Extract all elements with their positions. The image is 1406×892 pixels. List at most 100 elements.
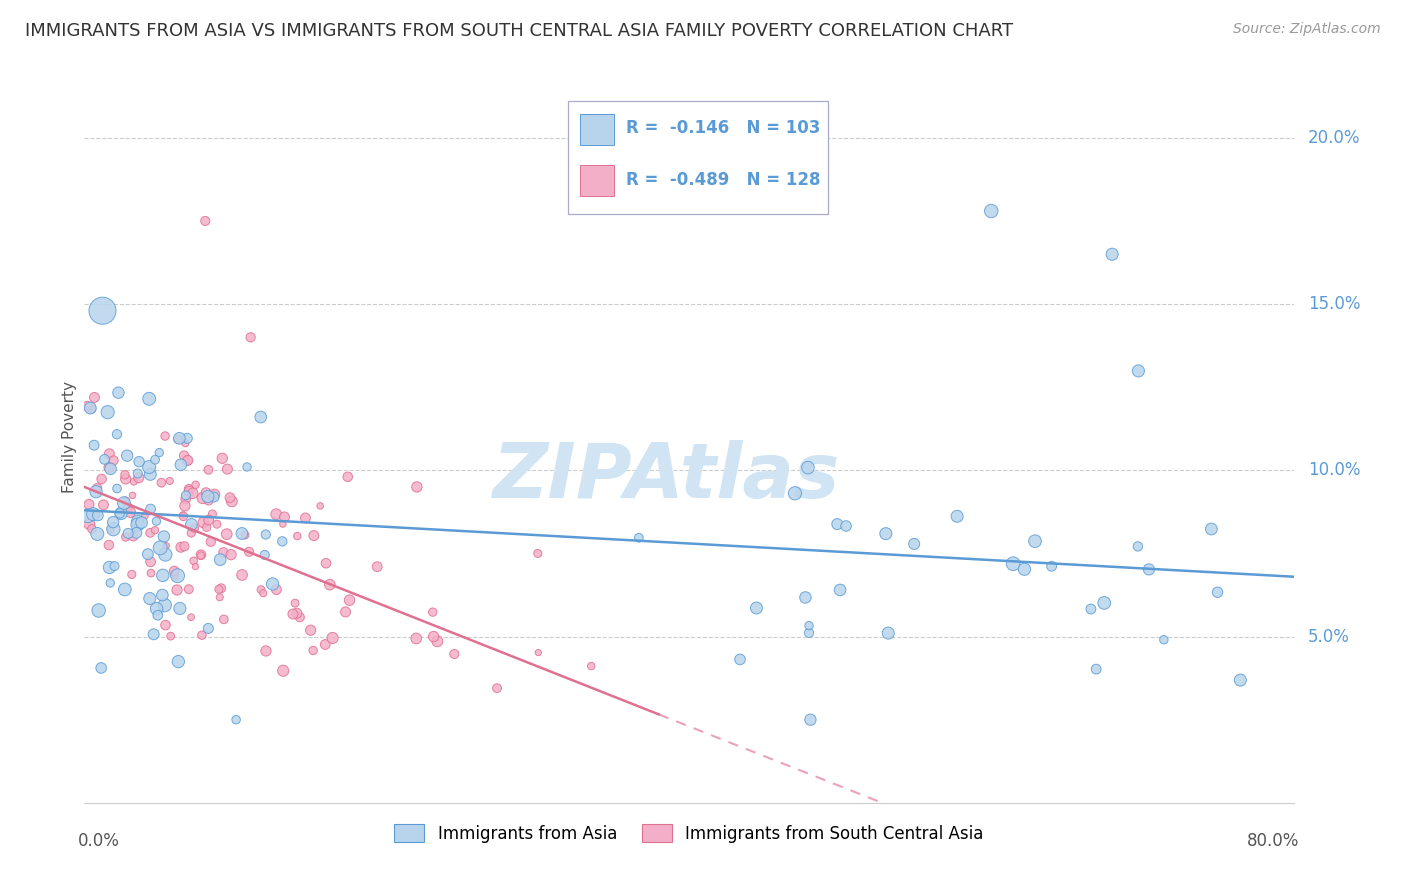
Point bbox=[254, 527, 277, 541]
Point bbox=[233, 528, 256, 542]
Point bbox=[179, 484, 201, 499]
Point bbox=[1080, 602, 1102, 616]
Point bbox=[117, 526, 139, 541]
Point bbox=[875, 526, 897, 541]
Point bbox=[117, 500, 139, 514]
Point bbox=[212, 612, 235, 626]
Point bbox=[1126, 540, 1149, 554]
Point bbox=[799, 713, 821, 727]
Point bbox=[205, 517, 228, 532]
Point bbox=[426, 634, 449, 648]
Point bbox=[145, 514, 167, 528]
Point bbox=[314, 638, 336, 652]
Point bbox=[169, 431, 191, 445]
Point bbox=[122, 475, 145, 489]
Point bbox=[153, 429, 176, 443]
Point bbox=[114, 530, 136, 544]
Point bbox=[285, 607, 308, 621]
Point bbox=[159, 474, 181, 488]
Point bbox=[183, 554, 205, 568]
Point bbox=[121, 567, 143, 582]
Point bbox=[1137, 562, 1160, 576]
Point bbox=[319, 577, 342, 591]
Point bbox=[87, 603, 110, 617]
Point bbox=[181, 486, 204, 500]
Point bbox=[1014, 562, 1036, 576]
Point bbox=[127, 515, 149, 529]
Point bbox=[163, 564, 186, 578]
Point bbox=[193, 516, 215, 530]
Point bbox=[139, 555, 162, 569]
Point bbox=[139, 502, 162, 516]
FancyBboxPatch shape bbox=[568, 101, 828, 214]
Point bbox=[180, 610, 202, 624]
Point bbox=[271, 534, 294, 549]
Point bbox=[114, 494, 136, 508]
Point bbox=[197, 493, 219, 508]
Point bbox=[336, 470, 359, 484]
Point bbox=[302, 643, 325, 657]
Point bbox=[253, 548, 276, 562]
Point bbox=[406, 480, 429, 494]
Point bbox=[80, 522, 103, 536]
Point bbox=[225, 713, 247, 727]
Point bbox=[87, 508, 110, 523]
Point bbox=[139, 467, 162, 482]
Point bbox=[827, 517, 849, 532]
Point bbox=[1002, 557, 1025, 571]
Point bbox=[138, 392, 160, 406]
Point bbox=[238, 545, 260, 559]
Point bbox=[627, 531, 650, 545]
Point bbox=[443, 647, 465, 661]
Point bbox=[155, 618, 177, 632]
Point bbox=[131, 516, 153, 530]
Point bbox=[177, 453, 200, 467]
Point bbox=[83, 438, 105, 452]
Point bbox=[299, 624, 322, 638]
Point bbox=[146, 608, 169, 623]
Point bbox=[946, 509, 969, 524]
Point bbox=[581, 659, 603, 673]
Point bbox=[422, 605, 444, 619]
Point bbox=[197, 513, 219, 527]
Point bbox=[80, 402, 103, 417]
Point bbox=[184, 559, 207, 574]
Point bbox=[97, 405, 120, 419]
Point bbox=[155, 539, 177, 553]
Point bbox=[236, 459, 259, 474]
Point bbox=[138, 460, 160, 475]
Point bbox=[114, 472, 136, 486]
Point bbox=[271, 664, 294, 678]
Point bbox=[110, 507, 132, 521]
Point bbox=[266, 582, 288, 597]
Point bbox=[174, 488, 197, 502]
Point bbox=[139, 525, 162, 540]
Point bbox=[1101, 247, 1123, 261]
Point bbox=[190, 549, 212, 563]
Point bbox=[903, 537, 925, 551]
Point bbox=[100, 462, 122, 476]
Point bbox=[103, 453, 125, 467]
Point bbox=[134, 508, 156, 523]
Point bbox=[1092, 596, 1115, 610]
Point bbox=[285, 529, 308, 543]
Point bbox=[98, 447, 121, 461]
Point bbox=[139, 591, 162, 606]
Point bbox=[728, 652, 751, 666]
Point bbox=[1024, 534, 1046, 549]
Point bbox=[148, 445, 170, 459]
Text: ZIPAtlas: ZIPAtlas bbox=[492, 440, 839, 514]
Point bbox=[93, 498, 115, 512]
Point bbox=[231, 568, 253, 582]
Point bbox=[91, 303, 114, 318]
Point bbox=[191, 491, 214, 505]
Point bbox=[177, 582, 200, 597]
Point bbox=[1085, 662, 1108, 676]
Point bbox=[114, 467, 136, 482]
Point bbox=[173, 449, 195, 463]
Point bbox=[76, 399, 98, 413]
Point bbox=[98, 560, 121, 574]
Point bbox=[77, 498, 100, 512]
Point bbox=[176, 431, 198, 445]
Point bbox=[77, 516, 100, 531]
